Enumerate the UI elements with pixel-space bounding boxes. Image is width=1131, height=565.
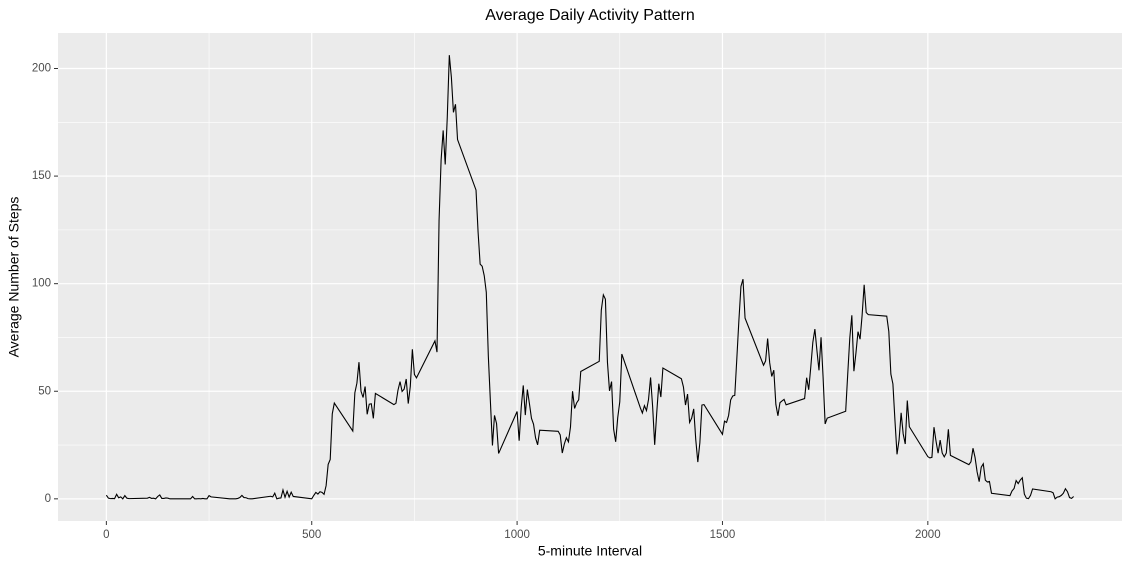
chart-title: Average Daily Activity Pattern [485, 7, 695, 24]
x-axis-label: 5-minute Interval [538, 543, 642, 559]
y-tick-label: 0 [45, 493, 51, 505]
y-tick-label: 200 [32, 63, 51, 75]
y-tick-label: 100 [32, 278, 51, 290]
x-tick-label: 2000 [915, 529, 941, 541]
y-tick-label: 150 [32, 170, 51, 182]
x-tick-label: 1000 [504, 529, 530, 541]
x-tick-label: 500 [302, 529, 321, 541]
x-tick-label: 1500 [710, 529, 736, 541]
panel [58, 33, 1122, 521]
x-tick-label: 0 [103, 529, 109, 541]
data-line [105, 55, 1075, 500]
y-axis-label: Average Number of Steps [6, 197, 22, 358]
y-tick-label: 50 [38, 385, 51, 397]
